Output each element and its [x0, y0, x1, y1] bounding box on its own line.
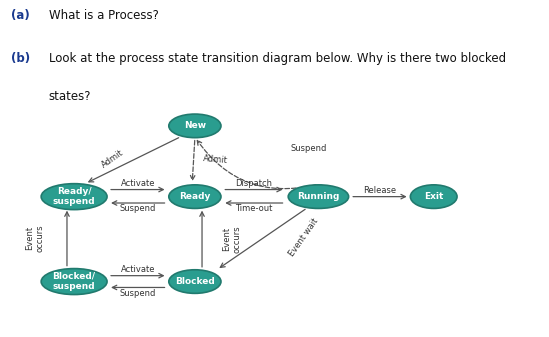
Text: Suspend: Suspend	[120, 205, 156, 213]
Ellipse shape	[169, 114, 221, 137]
Text: Activate: Activate	[121, 179, 155, 188]
Text: Ready/
suspend: Ready/ suspend	[53, 187, 96, 206]
Ellipse shape	[288, 185, 349, 208]
Text: Admit: Admit	[203, 154, 228, 165]
Text: Admit: Admit	[99, 148, 125, 170]
Text: Release: Release	[363, 186, 396, 195]
Ellipse shape	[169, 270, 221, 293]
Ellipse shape	[41, 269, 107, 295]
Text: Ready: Ready	[179, 192, 211, 201]
Text: Blocked/
suspend: Blocked/ suspend	[53, 272, 96, 291]
Text: Event
occurs: Event occurs	[25, 224, 45, 252]
Text: Suspend: Suspend	[290, 144, 327, 153]
Text: New: New	[184, 121, 206, 130]
Ellipse shape	[169, 185, 221, 208]
Text: Blocked: Blocked	[175, 277, 215, 286]
Text: Time-out: Time-out	[235, 205, 273, 213]
Text: Suspend: Suspend	[120, 289, 156, 298]
Text: (b): (b)	[11, 52, 30, 65]
Ellipse shape	[411, 185, 457, 208]
Text: (a): (a)	[11, 9, 30, 22]
Ellipse shape	[41, 184, 107, 210]
Text: Dispatch: Dispatch	[236, 179, 272, 188]
Text: Activate: Activate	[121, 265, 155, 274]
Text: Event wait: Event wait	[287, 217, 320, 258]
Text: states?: states?	[49, 90, 91, 103]
Text: Look at the process state transition diagram below. Why is there two blocked: Look at the process state transition dia…	[49, 52, 506, 65]
Text: Running: Running	[297, 192, 340, 201]
Text: Exit: Exit	[424, 192, 444, 201]
Text: What is a Process?: What is a Process?	[49, 9, 159, 22]
Text: Event
occurs: Event occurs	[222, 225, 242, 252]
